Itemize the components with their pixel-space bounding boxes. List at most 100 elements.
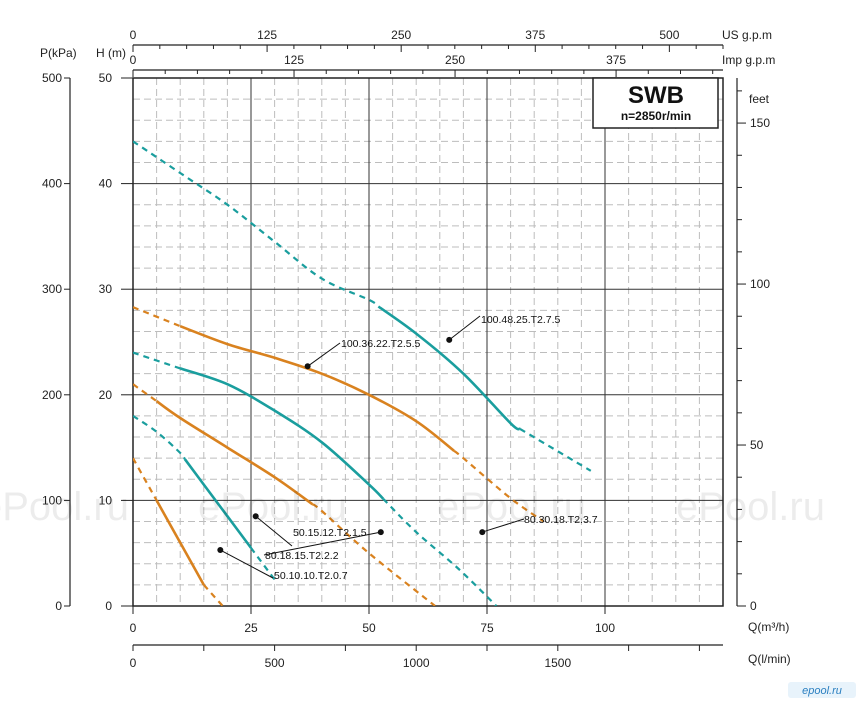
- curve-label-text: 100.48.25.T2.7.5: [481, 314, 561, 326]
- q-m3h-tick-label: 0: [130, 621, 137, 635]
- corner-logo-badge: [788, 682, 856, 698]
- h-m-tick-label: 40: [99, 177, 113, 191]
- h-m-tick-label: 20: [99, 388, 113, 402]
- q-m3h-axis-label: Q(m³/h): [748, 620, 789, 634]
- us-gpm-tick-label: 0: [130, 28, 137, 42]
- curve-label-100.48.25.T2.7.5: 100.48.25.T2.7.5: [446, 314, 561, 343]
- curve-dashed-end: [519, 427, 592, 472]
- curve-dashed-start: [133, 306, 181, 328]
- curve-label-text: 50.10.10.T2.0.7: [274, 570, 348, 582]
- curve-marker-dot: [479, 529, 486, 536]
- curve-dashed-end: [311, 503, 436, 606]
- curve-label-text: 80.18.15.T2.2.2: [265, 550, 339, 562]
- curve-dashed-end: [453, 449, 545, 523]
- feet-tick-label: 100: [750, 277, 770, 291]
- curve-leader-line: [482, 518, 525, 533]
- title-box: [592, 77, 719, 129]
- grid-major: [132, 77, 724, 607]
- p-kpa-tick-label: 300: [42, 282, 62, 296]
- curve-marker-dot: [377, 529, 384, 536]
- watermark-3: ePool.ru: [437, 485, 586, 529]
- curve-solid: [377, 305, 521, 431]
- curve-marker-dot: [252, 513, 259, 520]
- curve-solid: [155, 499, 205, 586]
- chart-subtitle: n=2850r/min: [621, 109, 691, 123]
- curve-label-text: 50.15.12.T2.1.5: [293, 527, 367, 539]
- curve-solid: [183, 458, 253, 549]
- curve-solid: [179, 367, 385, 500]
- p-kpa-tick-label: 0: [55, 599, 62, 613]
- q-m3h-tick-label: 100: [595, 621, 615, 635]
- h-m-tick-label: 30: [99, 282, 113, 296]
- us-gpm-tick-label: 375: [525, 28, 545, 42]
- curve-100.48.25.T2.7.5: [133, 140, 592, 472]
- curve-dashed-start: [133, 383, 158, 402]
- curve-label-80.18.15.T2.2.2: 80.18.15.T2.2.2: [263, 529, 384, 562]
- h-m-tick-label: 10: [99, 493, 113, 507]
- curve-label-100.36.22.T2.5.5: 100.36.22.T2.5.5: [304, 338, 421, 370]
- p-kpa-tick-label: 400: [42, 177, 62, 191]
- h-m-tick-label: 50: [99, 71, 113, 85]
- p-kpa-tick-label: 200: [42, 388, 62, 402]
- curves-layer: [133, 140, 592, 606]
- feet-tick-label: 150: [750, 116, 770, 130]
- curve-leader-line: [307, 342, 341, 367]
- curve-dashed-start: [133, 457, 158, 501]
- imp-gpm-tick-label: 0: [130, 53, 137, 67]
- us-gpm-axis-label: US g.p.m: [722, 28, 772, 42]
- curve-dashed-start: [133, 414, 186, 460]
- curve-100.36.22.T2.5.5: [133, 306, 545, 523]
- curve-label-80.30.18.T2.3.7: 80.30.18.T2.3.7: [479, 514, 598, 536]
- curve-label-50.10.10.T2.0.7: 50.10.10.T2.0.7: [217, 547, 348, 582]
- us-gpm-tick-label: 250: [391, 28, 411, 42]
- imp-gpm-tick-label: 125: [284, 53, 304, 67]
- curve-dashed-end: [382, 498, 498, 606]
- curve-dashed-start: [133, 351, 181, 370]
- curve-50.10.10.T2.0.7: [133, 457, 225, 606]
- chart-title: SWB: [628, 82, 684, 109]
- h-m-axis-label: H (m): [96, 46, 126, 60]
- curve-80.30.18.T2.3.7: [133, 351, 498, 606]
- imp-gpm-tick-label: 375: [606, 53, 626, 67]
- curve-leader-line: [448, 315, 481, 341]
- q-lmin-axis-label: Q(l/min): [748, 652, 791, 666]
- us-gpm-tick-label: 500: [659, 28, 679, 42]
- feet-tick-label: 0: [750, 599, 757, 613]
- q-m3h-tick-label: 50: [362, 621, 376, 635]
- curve-labels-layer: 50.10.10.T2.0.7 50.15.12.T2.1.5 80.18.15.T…: [217, 314, 598, 582]
- curve-label-text: 80.30.18.T2.3.7: [524, 514, 598, 526]
- watermark-4: ePool.ru: [676, 485, 825, 529]
- curve-marker-dot: [446, 336, 453, 343]
- curve-label-text: 100.36.22.T2.5.5: [341, 338, 421, 350]
- p-kpa-axis-label: P(kPa): [40, 46, 77, 60]
- curve-leader-line: [263, 531, 381, 556]
- plot-frame: [132, 77, 724, 607]
- watermark-2: ePool.ru: [198, 485, 347, 529]
- curve-50.15.12.T2.1.5: [133, 414, 276, 581]
- q-lmin-tick-label: 1000: [403, 656, 430, 670]
- p-kpa-tick-label: 100: [42, 493, 62, 507]
- q-m3h-tick-label: 25: [244, 621, 258, 635]
- curve-dashed-end: [202, 584, 225, 606]
- curve-80.18.15.T2.2.2: [133, 383, 436, 606]
- h-m-tick-label: 0: [105, 599, 112, 613]
- imp-gpm-tick-label: 250: [445, 53, 465, 67]
- curve-marker-dot: [304, 363, 311, 370]
- q-lmin-tick-label: 1500: [544, 656, 571, 670]
- p-kpa-tick-label: 500: [42, 71, 62, 85]
- curve-marker-dot: [217, 547, 224, 554]
- corner-logo: epool.ru: [802, 685, 842, 697]
- feet-axis-label: feet: [749, 92, 770, 106]
- q-m3h-tick-label: 75: [480, 621, 494, 635]
- watermark-1: ePool.ru: [0, 485, 129, 529]
- curve-solid: [155, 400, 314, 506]
- imp-gpm-axis-label: Imp g.p.m: [722, 53, 775, 67]
- curve-solid: [179, 324, 455, 452]
- grid-minor: [133, 78, 723, 606]
- feet-tick-label: 50: [750, 438, 764, 452]
- curve-leader-line: [255, 515, 293, 547]
- curve-dashed-start: [133, 140, 380, 308]
